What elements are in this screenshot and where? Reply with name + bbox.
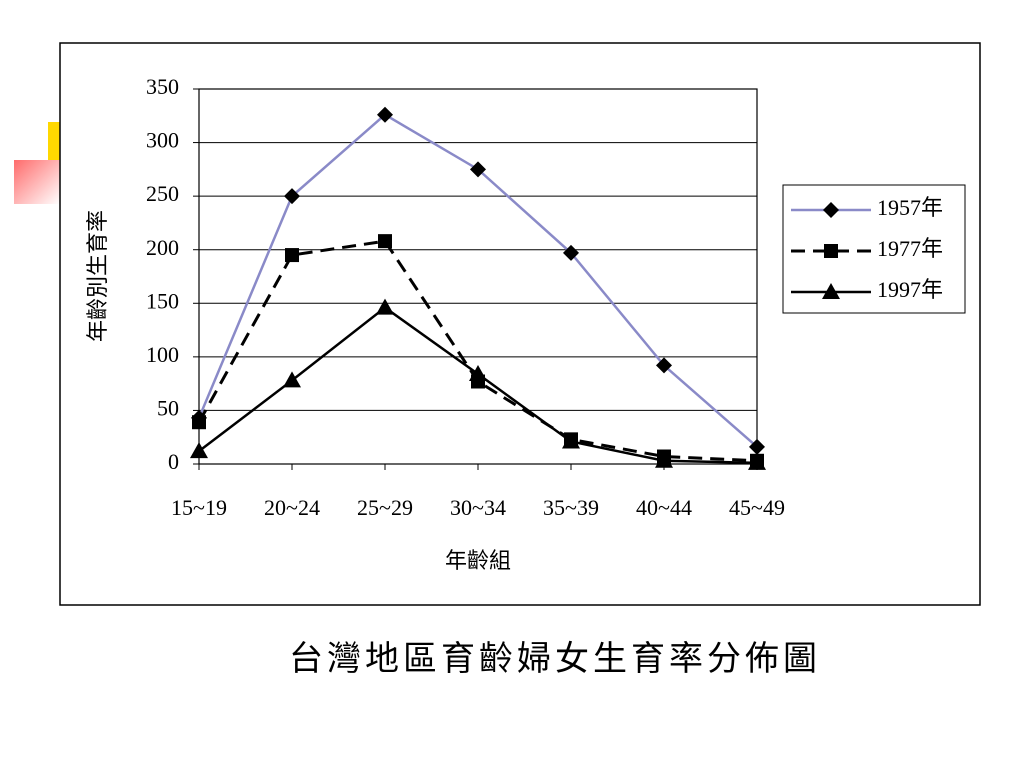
y-tick-label: 250 xyxy=(146,181,179,206)
data-point xyxy=(562,432,580,449)
x-tick-label: 20~24 xyxy=(264,495,320,520)
data-point xyxy=(376,298,394,315)
decor-yellow xyxy=(48,122,62,162)
x-tick-label: 40~44 xyxy=(636,495,692,520)
x-tick-label: 45~49 xyxy=(729,495,785,520)
data-point xyxy=(469,365,487,381)
data-point xyxy=(377,106,393,123)
plot-area xyxy=(198,88,758,465)
y-tick-label: 200 xyxy=(146,235,179,260)
legend-marker xyxy=(823,202,839,218)
data-point xyxy=(563,244,579,261)
x-tick-label: 15~19 xyxy=(171,495,227,520)
legend-label: 1997年 xyxy=(877,277,943,302)
y-tick-label: 100 xyxy=(146,342,179,367)
data-point xyxy=(470,161,486,178)
y-tick-label: 300 xyxy=(146,128,179,153)
data-point xyxy=(655,451,673,468)
y-tick-label: 50 xyxy=(157,395,179,420)
legend-label: 1977年 xyxy=(877,236,943,261)
data-point xyxy=(285,248,299,263)
decor-red xyxy=(14,160,60,204)
data-point xyxy=(192,415,206,430)
y-axis-label: 年齡別生育率 xyxy=(85,210,110,342)
data-point xyxy=(749,438,765,455)
data-point xyxy=(284,188,300,205)
data-point xyxy=(748,453,766,470)
y-tick-label: 350 xyxy=(146,74,179,99)
x-tick-label: 30~34 xyxy=(450,495,506,520)
caption: 台灣地區育齡婦女生育率分佈圖 xyxy=(289,640,821,678)
x-tick-label: 35~39 xyxy=(543,495,599,520)
y-tick-label: 0 xyxy=(168,449,179,474)
legend-marker xyxy=(822,283,840,299)
data-point xyxy=(378,234,392,249)
x-axis-label: 年齡組 xyxy=(445,548,511,573)
legend-marker xyxy=(824,244,838,258)
data-point xyxy=(656,357,672,374)
legend-label: 1957年 xyxy=(877,195,943,220)
data-point xyxy=(283,371,301,388)
data-point xyxy=(190,442,208,459)
y-tick-label: 150 xyxy=(146,288,179,313)
x-tick-label: 25~29 xyxy=(357,495,413,520)
